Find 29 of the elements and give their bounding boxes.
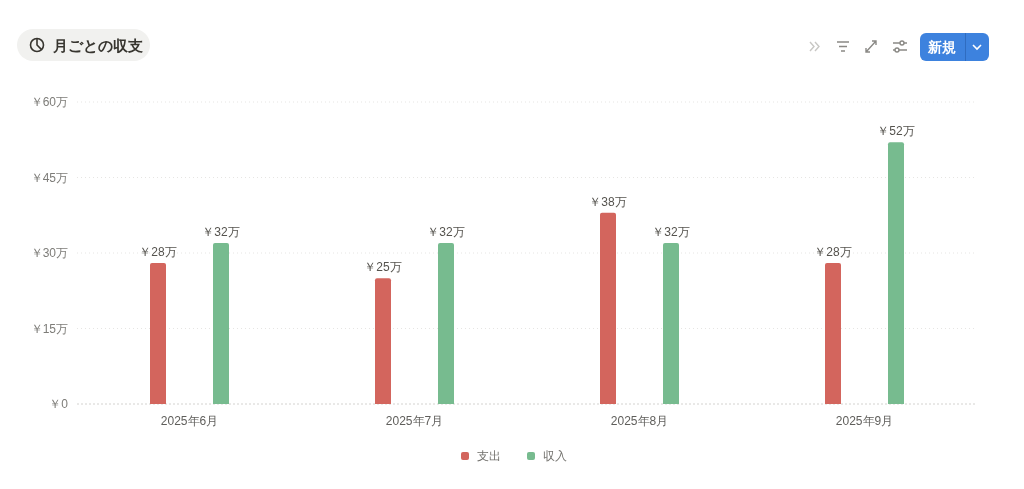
data-label: ￥32万 bbox=[427, 224, 465, 239]
data-label: ￥32万 bbox=[202, 224, 240, 239]
bar bbox=[600, 212, 616, 404]
data-label: ￥38万 bbox=[589, 194, 627, 209]
data-label: ￥52万 bbox=[877, 124, 915, 139]
data-label: ￥25万 bbox=[364, 260, 402, 275]
bar bbox=[213, 242, 229, 404]
legend-label: 支出 bbox=[477, 449, 501, 463]
data-label: ￥28万 bbox=[139, 245, 177, 260]
y-tick-label: ￥45万 bbox=[30, 170, 68, 185]
bar bbox=[150, 263, 166, 404]
data-label: ￥28万 bbox=[814, 245, 852, 260]
x-tick-label: 2025年7月 bbox=[385, 414, 444, 428]
bar bbox=[825, 263, 841, 404]
x-tick-label: 2025年8月 bbox=[610, 414, 669, 428]
y-tick-label: ￥30万 bbox=[30, 246, 68, 260]
chart-title: 月ごとの収支 bbox=[52, 36, 143, 54]
x-tick-label: 2025年9月 bbox=[835, 414, 894, 428]
bar bbox=[438, 242, 454, 404]
data-label: ￥32万 bbox=[652, 224, 690, 239]
y-tick-label: ￥0 bbox=[49, 397, 69, 411]
y-tick-label: ￥15万 bbox=[30, 321, 68, 336]
bar bbox=[375, 278, 391, 404]
bar bbox=[663, 242, 679, 404]
legend-label: 収入 bbox=[543, 449, 567, 463]
bar bbox=[888, 142, 904, 404]
button: 新規 bbox=[920, 32, 989, 62]
y-tick-label: ￥60万 bbox=[30, 95, 68, 109]
x-tick-label: 2025年6月 bbox=[160, 414, 219, 428]
